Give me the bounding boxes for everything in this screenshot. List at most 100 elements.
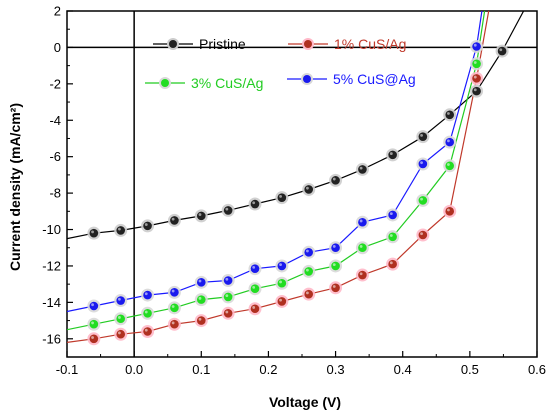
series-markers xyxy=(87,40,509,346)
data-point xyxy=(89,319,99,329)
x-tick-label: 0.2 xyxy=(259,362,277,377)
data-point-highlight xyxy=(252,286,256,289)
y-tick-label: -12 xyxy=(42,258,61,273)
data-point xyxy=(223,292,233,302)
data-point-highlight xyxy=(225,310,229,314)
axis-ticks: -0.1 0.0 0.1 0.2 0.3 0.4 0.5 0.6 2 0 -2 -4 -6 -8 -10 -1… xyxy=(42,4,546,378)
series-lines xyxy=(67,11,525,343)
x-tick-label: -0.1 xyxy=(56,362,78,377)
data-point-highlight xyxy=(91,321,94,325)
data-point-highlight xyxy=(447,208,450,212)
data-point-highlight xyxy=(473,88,477,92)
data-point xyxy=(170,288,179,297)
data-point-highlight xyxy=(420,232,423,236)
x-tick-label: 0.1 xyxy=(192,362,210,377)
legend-marker xyxy=(161,79,169,87)
data-point-highlight xyxy=(225,277,229,281)
data-point xyxy=(358,243,367,253)
y-tick-label: -16 xyxy=(42,331,61,346)
data-point-highlight xyxy=(198,296,202,300)
y-tick-label: -8 xyxy=(49,186,61,201)
data-point-highlight xyxy=(144,310,148,314)
data-point-highlight xyxy=(359,166,363,170)
data-point-highlight xyxy=(306,268,309,272)
data-point xyxy=(472,59,481,69)
data-point-highlight xyxy=(332,285,336,288)
legend: Pristine 1% CuS/Ag 3% CuS/Ag 5% CuS@Ag xyxy=(145,36,416,91)
data-point xyxy=(418,159,428,169)
y-tick-label: -10 xyxy=(42,222,61,237)
data-point-highlight xyxy=(144,292,148,296)
data-point-highlight xyxy=(389,261,393,265)
x-axis-title: Voltage (V) xyxy=(269,394,341,410)
data-point-highlight xyxy=(225,207,229,211)
data-point xyxy=(196,211,206,221)
data-point-highlight xyxy=(279,263,282,267)
data-point-highlight xyxy=(279,280,282,284)
data-point xyxy=(116,314,126,324)
data-point xyxy=(143,290,152,300)
legend-marker xyxy=(169,40,177,48)
y-tick-label: -4 xyxy=(49,113,61,128)
data-point-highlight xyxy=(171,305,175,308)
data-point-highlight xyxy=(91,303,94,307)
data-point xyxy=(358,165,367,174)
data-point xyxy=(331,261,340,271)
data-point xyxy=(170,216,179,225)
data-point-highlight xyxy=(198,279,202,283)
data-point-highlight xyxy=(473,75,477,79)
data-point xyxy=(445,207,455,216)
data-point xyxy=(388,210,397,220)
data-point-highlight xyxy=(198,317,202,321)
data-point-highlight xyxy=(389,152,393,155)
data-point-highlight xyxy=(171,217,175,221)
data-point-highlight xyxy=(118,227,121,231)
data-point xyxy=(277,278,287,288)
data-point-highlight xyxy=(118,316,121,319)
data-point xyxy=(472,74,481,83)
data-point-highlight xyxy=(306,291,309,295)
y-tick-label: -6 xyxy=(49,149,61,164)
data-point xyxy=(418,132,428,141)
data-point xyxy=(304,267,314,276)
data-point-highlight xyxy=(420,133,423,137)
data-point xyxy=(89,301,99,311)
x-tick-label: 0.5 xyxy=(461,362,479,377)
plot-frame xyxy=(66,10,538,358)
data-point xyxy=(445,110,455,120)
data-point xyxy=(250,264,260,273)
data-point-highlight xyxy=(171,289,175,293)
data-point xyxy=(331,243,340,253)
data-point-highlight xyxy=(359,245,363,248)
data-point-highlight xyxy=(447,112,450,115)
data-point xyxy=(143,221,152,231)
zero-lines xyxy=(67,11,537,357)
data-point-highlight xyxy=(473,43,477,47)
data-point-highlight xyxy=(279,194,282,198)
data-point-highlight xyxy=(332,245,336,248)
data-point-highlight xyxy=(252,265,256,269)
data-point xyxy=(277,297,287,306)
data-point xyxy=(304,247,314,257)
data-point xyxy=(116,296,126,305)
data-point xyxy=(170,303,179,313)
data-point xyxy=(445,137,455,147)
x-tick-label: 0.6 xyxy=(528,362,546,377)
series-line xyxy=(67,11,490,343)
data-point xyxy=(89,228,99,238)
x-tick-label: 0.3 xyxy=(327,362,345,377)
data-point xyxy=(472,86,481,96)
data-point-highlight xyxy=(306,249,309,253)
data-point-highlight xyxy=(225,294,229,298)
data-point xyxy=(89,334,99,344)
data-point xyxy=(170,319,179,329)
y-tick-label: -14 xyxy=(42,295,61,310)
data-point xyxy=(250,199,260,209)
data-point-highlight xyxy=(359,272,363,276)
data-point xyxy=(358,270,367,280)
data-point-highlight xyxy=(359,219,363,223)
data-point xyxy=(304,289,314,299)
data-point-highlight xyxy=(144,328,148,332)
legend-label: 5% CuS@Ag xyxy=(333,71,416,87)
